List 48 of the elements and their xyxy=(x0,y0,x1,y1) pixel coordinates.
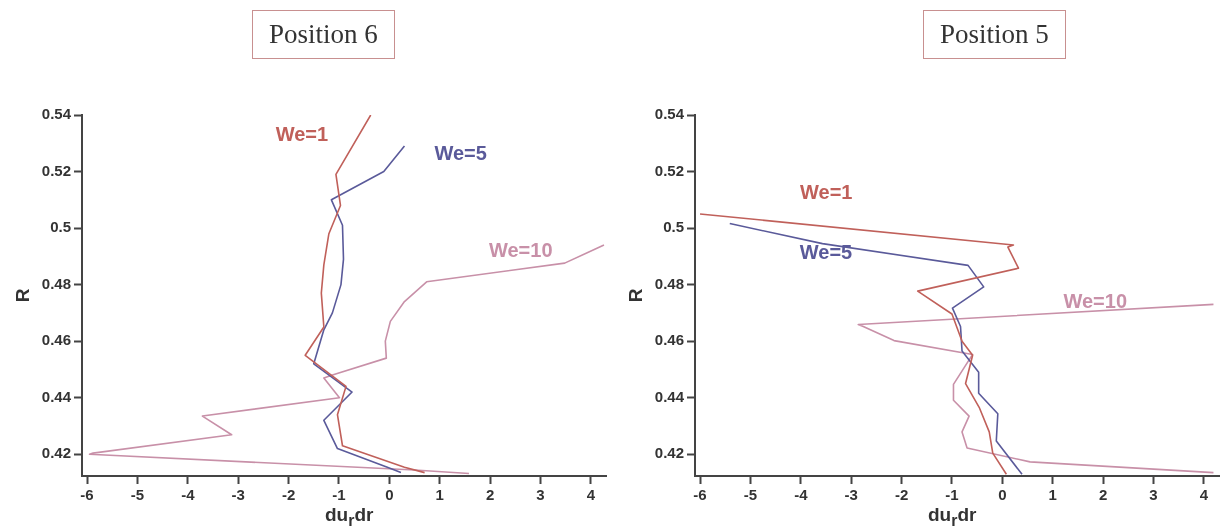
x-axis-title: du$_{r}$dr xyxy=(928,504,977,529)
series-label: We=10 xyxy=(1063,289,1128,312)
x-tick-label: -5 xyxy=(743,486,758,504)
x-tick-label: 4 xyxy=(586,486,596,504)
x-tick-label: -2 xyxy=(281,486,296,504)
y-tick-label: 0.54 xyxy=(41,105,72,123)
y-tick-label: 0.52 xyxy=(654,161,684,179)
x-tick-label: -3 xyxy=(844,486,858,504)
x-tick-label: -1 xyxy=(945,486,959,504)
x-tick-label: 1 xyxy=(435,486,444,504)
y-tick-label: 0.42 xyxy=(41,444,71,462)
x-tick-label: -1 xyxy=(332,486,346,504)
x-tick-label: 2 xyxy=(1098,486,1108,504)
x-tick-label: -4 xyxy=(181,486,196,504)
x-axis-title: du$_{r}$dr xyxy=(325,504,374,529)
chart-title: Position 6 xyxy=(252,10,395,59)
x-tick-label: -3 xyxy=(231,486,245,504)
y-tick-label: 0.46 xyxy=(654,331,684,349)
x-tick-label: -6 xyxy=(80,486,94,504)
y-tick-label: 0.46 xyxy=(41,331,71,349)
x-tick-label: -4 xyxy=(794,486,809,504)
x-tick-label: -5 xyxy=(130,486,145,504)
series-label: We=5 xyxy=(434,141,487,164)
x-tick-label: 1 xyxy=(1048,486,1057,504)
y-tick-label: 0.5 xyxy=(663,218,684,236)
y-tick-label: 0.5 xyxy=(50,218,71,236)
y-tick-label: 0.48 xyxy=(654,274,684,292)
y-tick-label: 0.42 xyxy=(654,444,684,462)
y-axis-title: R xyxy=(624,288,646,303)
series-label: We=1 xyxy=(275,122,329,145)
x-tick-label: 4 xyxy=(1199,486,1209,504)
y-tick-label: 0.48 xyxy=(41,274,71,292)
series-label: We=1 xyxy=(800,181,853,204)
y-axis-title: R xyxy=(11,288,33,303)
chart-title: Position 5 xyxy=(923,10,1066,59)
x-tick-label: 3 xyxy=(536,486,545,504)
series-label: We=5 xyxy=(799,241,853,264)
x-tick-label: 2 xyxy=(485,486,495,504)
x-tick-label: 0 xyxy=(998,486,1007,504)
x-tick-label: -2 xyxy=(894,486,909,504)
x-tick-label: 0 xyxy=(385,486,394,504)
y-tick-label: 0.44 xyxy=(654,387,685,405)
x-tick-label: 3 xyxy=(1149,486,1158,504)
x-tick-label: -6 xyxy=(693,486,707,504)
y-tick-label: 0.44 xyxy=(41,387,72,405)
y-tick-label: 0.54 xyxy=(654,105,685,123)
y-tick-label: 0.52 xyxy=(41,161,71,179)
series-label: We=10 xyxy=(488,238,553,261)
